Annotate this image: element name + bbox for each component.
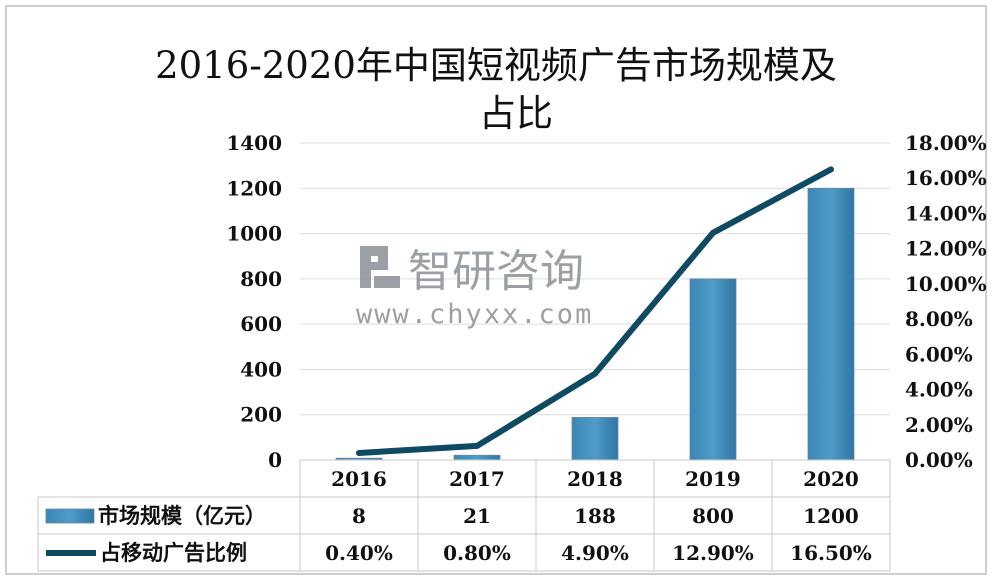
category-label: 2018 <box>567 467 623 491</box>
right-tick-label: 2.00% <box>905 413 973 437</box>
data-table: 2016 8 0.40% 2017 21 0.80% 2018 188 4.90% 2019 800… <box>37 459 891 572</box>
left-tick-label: 1000 <box>226 222 282 246</box>
line-point <box>710 230 716 236</box>
left-tick-label: 1200 <box>226 176 282 200</box>
right-tick-label: 16.00% <box>905 166 987 190</box>
bar-value-cell: 800 <box>692 504 734 528</box>
right-tick-label: 10.00% <box>905 272 987 296</box>
left-tick-label: 0 <box>268 448 282 472</box>
legend-bar-swatch <box>45 508 95 524</box>
left-tick-label: 400 <box>240 357 282 381</box>
bar <box>807 187 855 461</box>
bar-value-cell: 8 <box>352 504 366 528</box>
line-point <box>474 443 480 449</box>
bar-series <box>335 187 855 461</box>
bar <box>571 417 619 461</box>
category-label: 2016 <box>331 467 387 491</box>
line-value-cell: 16.50% <box>790 541 872 565</box>
right-y-axis: 0.00% 2.00% 4.00% 6.00% 8.00% 10.00% 12.00% 14.… <box>905 131 987 472</box>
line-point <box>356 450 362 456</box>
bar <box>453 454 501 461</box>
right-tick-label: 8.00% <box>905 307 973 331</box>
bar-value-cell: 188 <box>574 504 616 528</box>
left-tick-label: 200 <box>240 403 282 427</box>
watermark-url: www.chyxx.com <box>356 299 593 330</box>
right-tick-label: 0.00% <box>905 448 973 472</box>
left-tick-label: 800 <box>240 267 282 291</box>
watermark: 智研咨询 www.chyxx.com <box>356 246 593 330</box>
category-label: 2017 <box>449 467 505 491</box>
right-tick-label: 6.00% <box>905 342 973 366</box>
line-point <box>828 166 834 172</box>
legend-line-label: 占移动广告比例 <box>100 540 247 565</box>
line-value-cell: 12.90% <box>672 541 754 565</box>
watermark-name: 智研咨询 <box>408 246 584 297</box>
category-label: 2019 <box>685 467 741 491</box>
left-tick-label: 1400 <box>226 131 282 155</box>
right-tick-label: 14.00% <box>905 201 987 225</box>
watermark-logo-icon <box>360 246 400 288</box>
category-label: 2020 <box>803 467 859 491</box>
line-series <box>356 166 834 456</box>
chart-title-line-2: 占比 <box>479 92 553 135</box>
right-tick-label: 4.00% <box>905 378 973 402</box>
left-tick-label: 600 <box>240 312 282 336</box>
line-point <box>592 371 598 377</box>
chart-title-line-1: 2016-2020年中国短视频广告市场规模及 <box>155 44 837 87</box>
left-y-axis: 0 200 400 600 800 1000 1200 1400 <box>226 131 282 472</box>
right-tick-label: 18.00% <box>905 131 987 155</box>
bar-value-cell: 21 <box>463 504 491 528</box>
line-value-cell: 0.80% <box>443 541 511 565</box>
line-value-cell: 0.40% <box>325 541 393 565</box>
legend-bar-label: 市场规模（亿元） <box>98 503 266 528</box>
bar <box>689 278 737 461</box>
right-tick-label: 12.00% <box>905 237 987 261</box>
bar-value-cell: 1200 <box>803 504 859 528</box>
line-value-cell: 4.90% <box>561 541 629 565</box>
